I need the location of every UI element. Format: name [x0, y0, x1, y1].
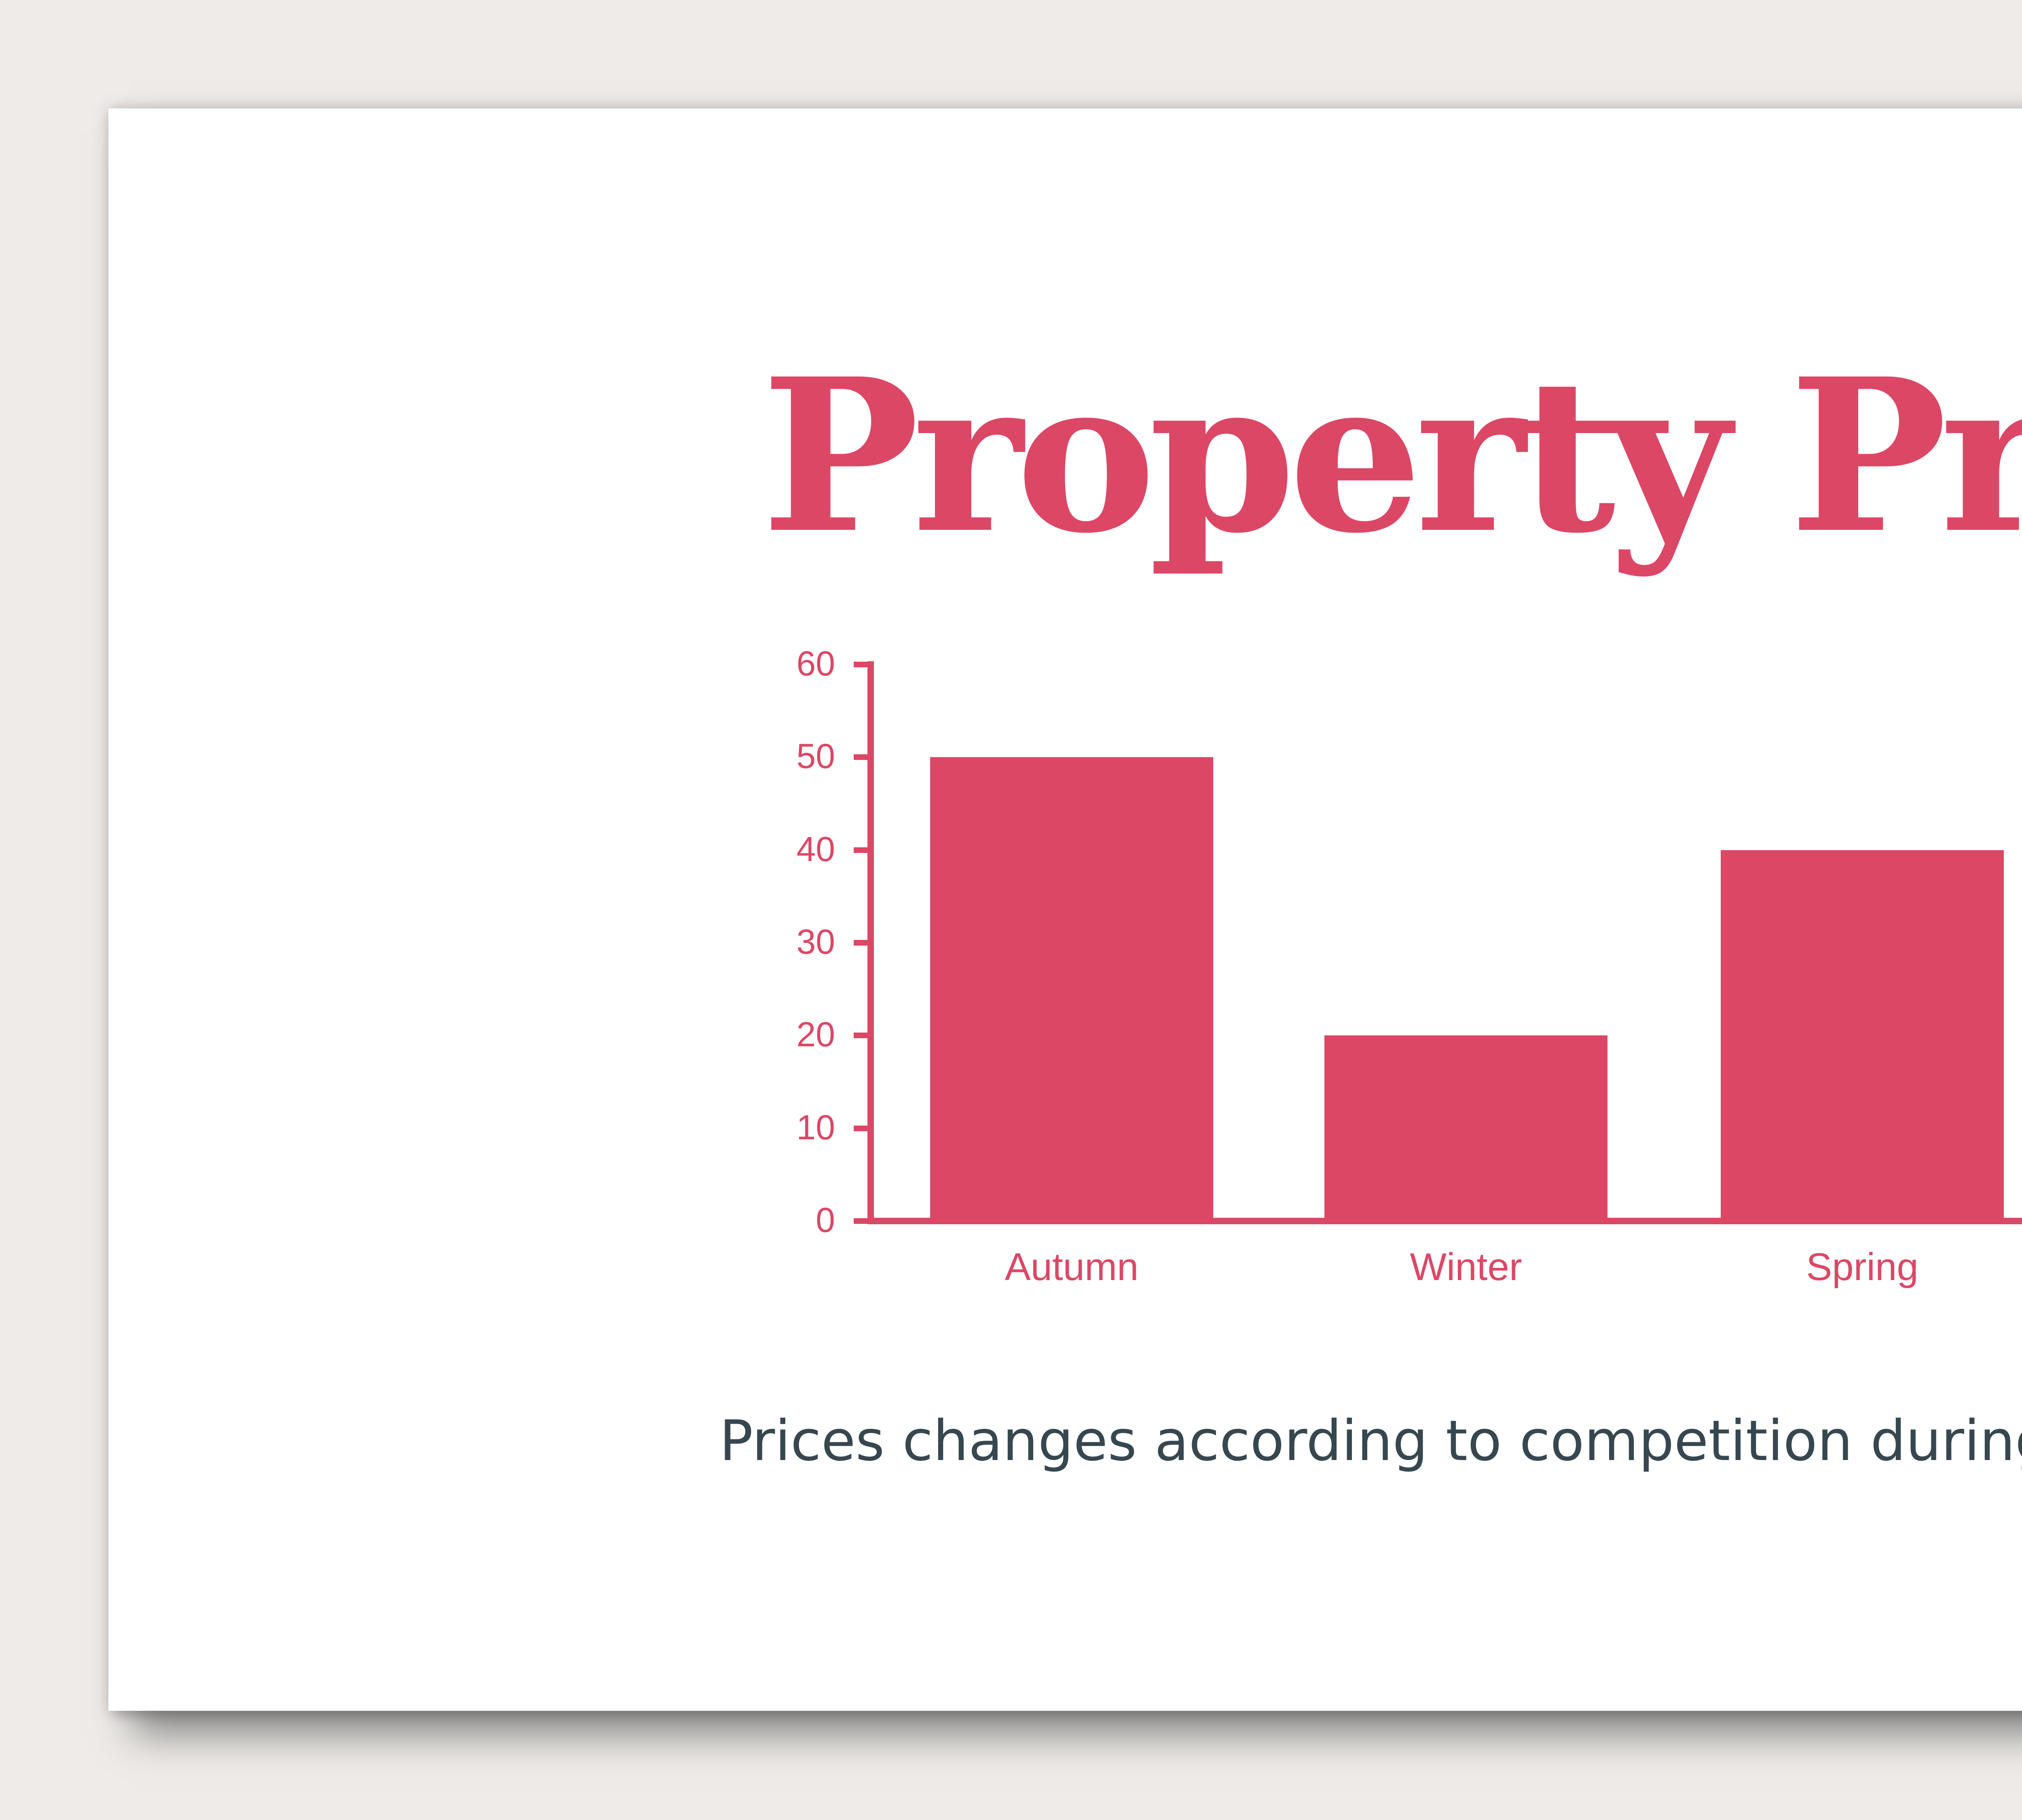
y-tick-label: 50 — [796, 737, 835, 776]
y-tick — [854, 1218, 867, 1224]
x-label-spring: Spring — [1806, 1245, 1918, 1289]
y-tick-label: 40 — [796, 830, 835, 869]
y-tick-label: 60 — [796, 644, 835, 683]
x-label-autumn: Autumn — [1005, 1245, 1139, 1289]
y-tick — [854, 940, 867, 946]
y-tick-label: 30 — [796, 923, 835, 961]
y-tick-label: 20 — [796, 1015, 835, 1054]
bar-winter — [1324, 1035, 1607, 1221]
slide-title: Property Prices — [761, 332, 2022, 580]
bar-autumn — [930, 757, 1213, 1221]
bar-spring — [1721, 850, 2004, 1221]
y-tick-label: 10 — [796, 1108, 835, 1147]
y-tick — [854, 847, 867, 853]
x-label-winter: Winter — [1410, 1245, 1522, 1289]
y-tick-label: 0 — [816, 1201, 835, 1240]
y-axis-line — [867, 661, 874, 1224]
y-tick — [854, 662, 867, 667]
y-tick — [854, 754, 867, 760]
slide: Property Prices 0 10 20 30 40 50 60 Autumn Wint… — [108, 108, 2022, 1711]
y-tick — [854, 1033, 867, 1039]
y-tick — [854, 1125, 867, 1131]
slide-subtitle: Prices changes according to competition … — [719, 1408, 2022, 1473]
